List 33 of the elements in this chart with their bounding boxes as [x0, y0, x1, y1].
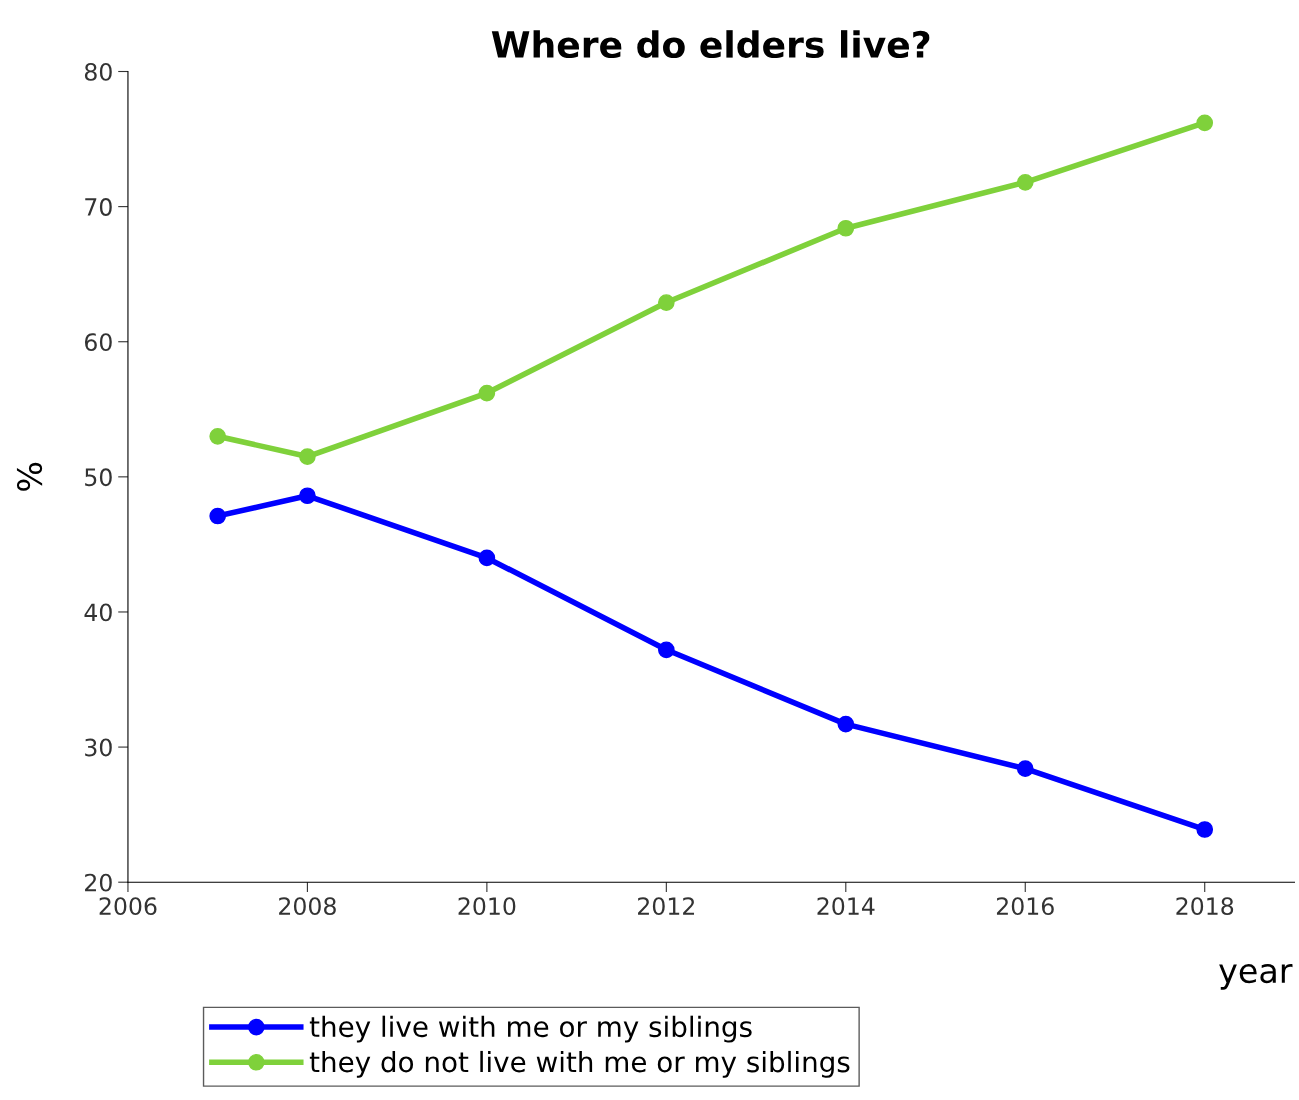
point	[1196, 821, 1214, 838]
y-tick-label: 20	[85, 873, 112, 892]
point	[209, 427, 227, 445]
point	[299, 448, 316, 465]
y-tick-label: 30	[85, 738, 112, 757]
y-tick-label: 70	[85, 198, 112, 216]
y-tick-label: 50	[85, 468, 112, 487]
point	[658, 294, 675, 311]
x-tick-label: 2012	[638, 897, 695, 916]
point	[299, 487, 316, 505]
y-tick-label: 60	[84, 333, 112, 352]
chart-title: Where do elders live?	[491, 30, 930, 59]
point	[1196, 114, 1214, 132]
point	[837, 715, 855, 733]
y-tick-label: 80	[84, 62, 112, 81]
y-tick-label: 40	[84, 603, 112, 622]
x-tick-label: 2010	[458, 897, 516, 916]
point	[478, 384, 496, 402]
x-tick-label: 2014	[817, 897, 875, 916]
x-tick-label: 2006	[99, 897, 157, 916]
y-axis-title: %	[16, 462, 43, 491]
point	[209, 507, 227, 525]
x-tick-label: 2016	[996, 897, 1054, 916]
point	[478, 549, 496, 567]
x-tick-label: 2018	[1176, 897, 1234, 916]
point	[658, 641, 675, 659]
point	[1016, 760, 1034, 778]
point	[837, 219, 855, 237]
x-axis-title: year	[1219, 964, 1293, 990]
x-tick-label: 2008	[279, 897, 336, 916]
legend-label: they do not live with me or my siblings	[309, 1050, 850, 1078]
legend-label: they live with me or my siblings	[309, 1015, 752, 1043]
point	[1016, 173, 1034, 191]
